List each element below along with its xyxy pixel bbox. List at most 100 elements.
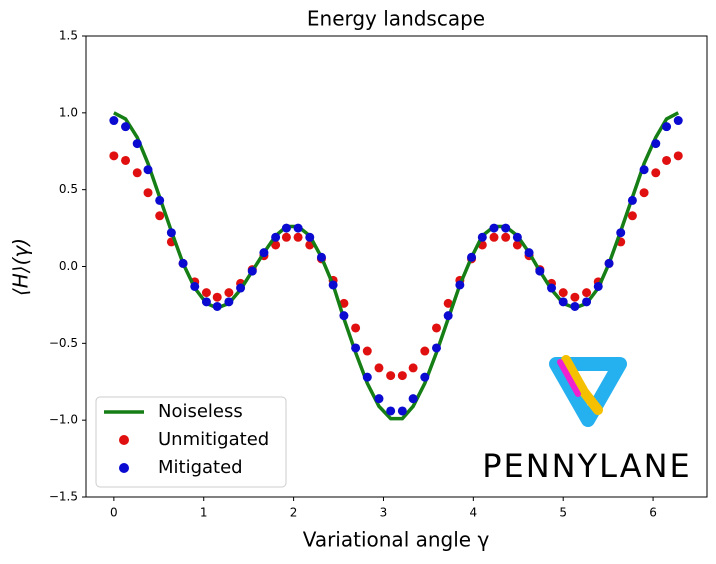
x-tick-label: 1 [200, 506, 208, 520]
x-axis-label: Variational angle γ [303, 528, 490, 552]
scatter-point [639, 165, 649, 175]
scatter-point [224, 297, 234, 307]
scatter-point [212, 301, 222, 311]
scatter-point [558, 288, 568, 298]
scatter-point [374, 394, 384, 404]
scatter-point [374, 363, 384, 373]
legend: Noiseless Unmitigated Mitigated [95, 396, 287, 488]
legend-label: Noiseless [158, 401, 243, 422]
scatter-point [662, 122, 672, 132]
scatter-point [271, 232, 281, 242]
scatter-point [443, 298, 453, 308]
y-tick-label: 0.5 [59, 182, 78, 196]
legend-swatch [119, 463, 129, 473]
scatter-point [362, 346, 372, 356]
scatter-point [190, 281, 200, 291]
scatter-point [501, 223, 511, 233]
logo-shape [561, 355, 603, 415]
scatter-point [397, 406, 407, 416]
x-tick-label: 5 [559, 506, 567, 520]
scatter-point [673, 151, 683, 161]
scatter-point [247, 266, 257, 276]
scatter-point [673, 116, 683, 126]
chart-title: Energy landscape [307, 7, 485, 31]
scatter-point [201, 297, 211, 307]
scatter-point [259, 248, 269, 258]
scatter-point [616, 228, 626, 238]
scatter-point [281, 223, 291, 233]
scatter-point [627, 195, 637, 205]
scatter-point [582, 288, 592, 298]
scatter-point [132, 139, 142, 149]
scatter-point [143, 188, 153, 198]
scatter-point [408, 363, 418, 373]
x-tick-label: 6 [649, 506, 657, 520]
legend-label: Unmitigated [158, 429, 269, 450]
scatter-point [651, 168, 661, 178]
scatter-point [408, 394, 418, 404]
scatter-point [627, 211, 637, 221]
scatter-point [662, 155, 672, 165]
scatter-point [121, 155, 131, 165]
scatter-point [489, 223, 499, 233]
scatter-point [547, 283, 557, 293]
scatter-point [224, 288, 234, 298]
scatter-point [109, 151, 119, 161]
y-tick-label: −1.0 [49, 413, 78, 427]
scatter-point [293, 223, 303, 233]
scatter-point [512, 232, 522, 242]
scatter-point [386, 406, 396, 416]
scatter-point [132, 168, 142, 178]
logo-shape [557, 359, 581, 397]
scatter-point [420, 372, 430, 382]
scatter-point [351, 343, 361, 353]
legend-swatch [119, 435, 129, 445]
scatter-point [362, 372, 372, 382]
y-axis-label: ⟨H⟩(γ) [9, 238, 33, 296]
scatter-point [570, 292, 580, 302]
scatter-point [201, 288, 211, 298]
y-tick-label: 1.0 [59, 105, 78, 119]
y-tick-label: −0.5 [49, 336, 78, 350]
scatter-point [431, 323, 441, 333]
logo: PENNYLANE [482, 355, 692, 485]
scatter-point [397, 371, 407, 381]
scatter-point [316, 252, 326, 262]
scatter-point [351, 323, 361, 333]
scatter-point [271, 240, 281, 250]
scatter-point [293, 232, 303, 242]
scatter-point [570, 301, 580, 311]
scatter-point [305, 232, 315, 242]
scatter-point [143, 165, 153, 175]
legend-label: Mitigated [158, 457, 243, 478]
scatter-point [236, 283, 246, 293]
scatter-point [604, 258, 614, 268]
logo-text: PENNYLANE [482, 447, 692, 485]
y-tick-label: −1.5 [49, 490, 78, 504]
scatter-point [212, 292, 222, 302]
scatter-point [467, 252, 477, 262]
x-tick-label: 4 [470, 506, 478, 520]
legend-box [95, 396, 287, 488]
x-tick-label: 3 [380, 506, 388, 520]
scatter-point [593, 281, 603, 291]
scatter-point [109, 116, 119, 126]
scatter-point [339, 298, 349, 308]
scatter-point [651, 139, 661, 149]
scatter-point [512, 240, 522, 250]
scatter-point [155, 195, 165, 205]
x-tick-label: 0 [110, 506, 118, 520]
x-tick-label: 2 [290, 506, 298, 520]
scatter-point [386, 371, 396, 381]
scatter-point [328, 280, 338, 290]
scatter-point [524, 248, 534, 258]
scatter-point [121, 122, 131, 132]
scatter-point [431, 343, 441, 353]
scatter-point [178, 258, 188, 268]
y-tick-label: 1.5 [59, 29, 78, 43]
scatter-point [281, 232, 291, 242]
logo-shape [549, 357, 627, 427]
scatter-point [455, 280, 465, 290]
scatter-point [166, 228, 176, 238]
